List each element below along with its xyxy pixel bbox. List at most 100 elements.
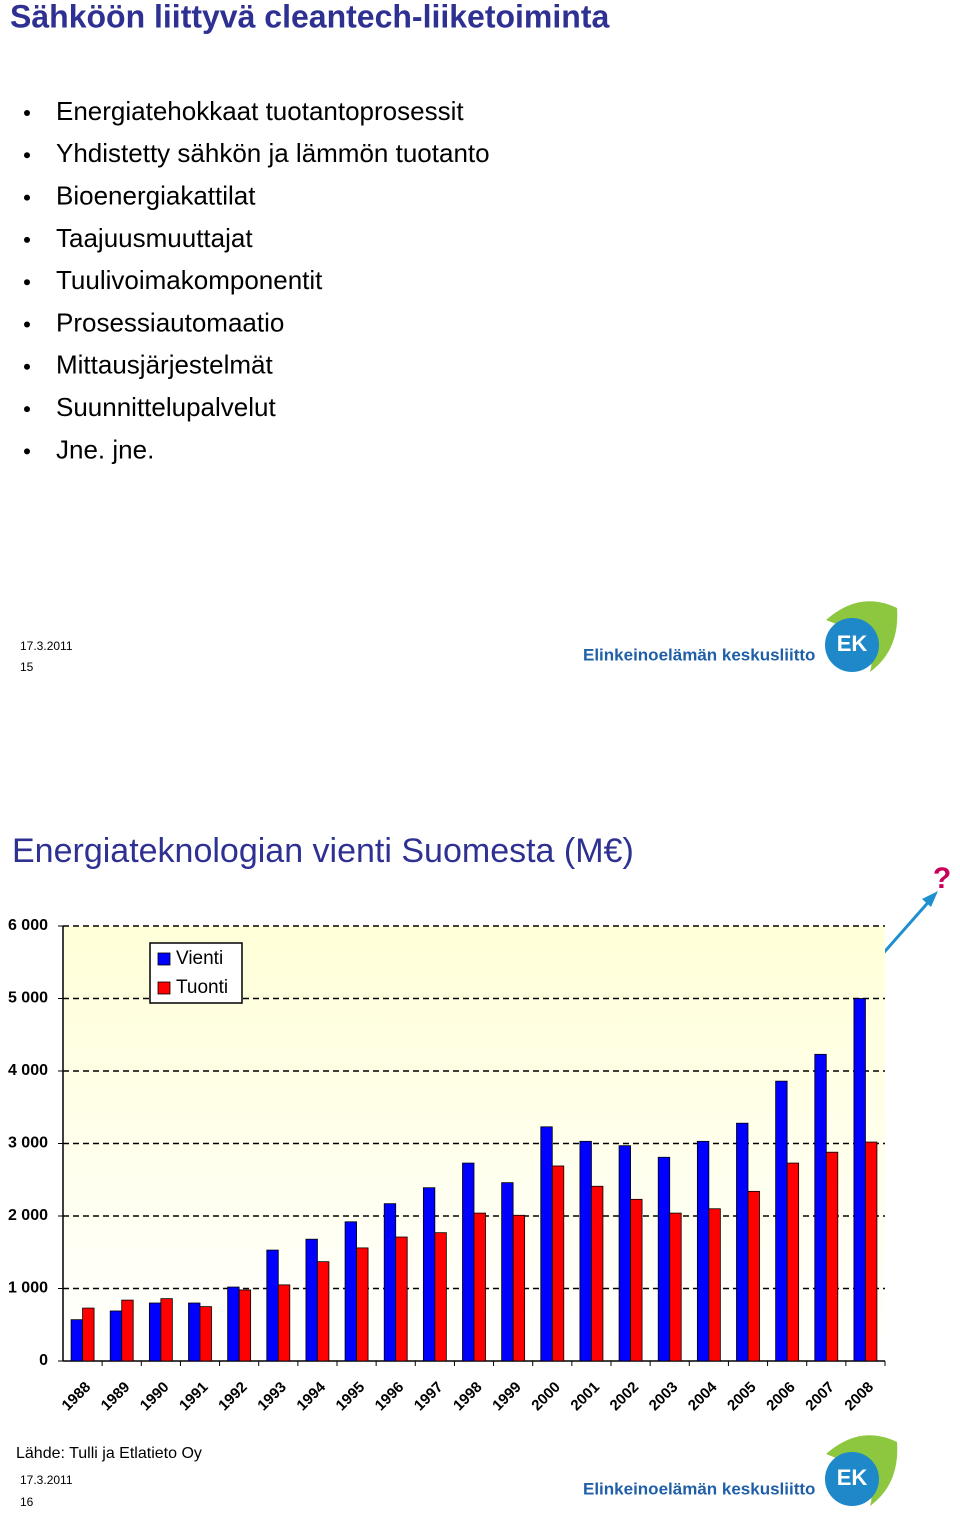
- bar: [344, 1221, 357, 1362]
- y-tick-label: 6 000: [8, 917, 48, 934]
- bar: [227, 1286, 240, 1362]
- bar: [814, 1053, 827, 1362]
- bar: [865, 1141, 878, 1362]
- y-tick-label: 2 000: [8, 1207, 48, 1224]
- y-tick-label: 4 000: [8, 1062, 48, 1079]
- bullet: [24, 110, 30, 116]
- bar: [434, 1232, 447, 1362]
- logo-circle: [825, 1452, 879, 1506]
- bar: [775, 1080, 788, 1362]
- bar: [825, 1151, 839, 1362]
- bullet: [24, 448, 30, 455]
- bar: [551, 1165, 565, 1362]
- logo-circle: [825, 618, 879, 672]
- annotation: ?: [933, 862, 951, 895]
- bar: [736, 1122, 749, 1362]
- date: 17.3.2011: [20, 1473, 73, 1487]
- bullet: [24, 279, 30, 286]
- x-tick-label: 1991: [176, 1379, 212, 1415]
- bullet-text: Energiatehokkaat tuotantoprosessit: [56, 96, 464, 126]
- bullet: [24, 363, 30, 370]
- slide-title: Energiateknologian vienti Suomesta (M€): [12, 832, 634, 870]
- x-tick-label: 1989: [98, 1379, 134, 1415]
- bar: [109, 1310, 123, 1362]
- bullet: [24, 194, 30, 201]
- bullet: [24, 406, 30, 413]
- bar: [786, 1162, 800, 1362]
- y-tick-label: 3 000: [8, 1135, 48, 1152]
- bullet-text: Yhdistetty sähkön ja lämmön tuotanto: [56, 138, 490, 168]
- x-tick-label: 1992: [215, 1379, 251, 1415]
- legend-label: Vienti: [176, 948, 223, 969]
- x-tick-label: 1990: [137, 1379, 173, 1415]
- x-tick-label: 2000: [528, 1379, 564, 1415]
- bar: [188, 1302, 201, 1362]
- bullet-text: Taajuusmuuttajat: [56, 223, 253, 253]
- bar: [395, 1236, 408, 1362]
- bullet: [24, 321, 30, 328]
- bar: [512, 1214, 526, 1362]
- x-tick-label: 2008: [841, 1379, 877, 1415]
- x-tick-label: 1988: [59, 1379, 95, 1415]
- bullet-text: Tuulivoimakomponentit: [56, 265, 323, 295]
- bullet-text: Suunnittelupalvelut: [56, 392, 276, 422]
- bar: [708, 1208, 721, 1362]
- x-tick-label: 2003: [646, 1379, 682, 1415]
- bar: [618, 1145, 631, 1362]
- bar: [669, 1212, 682, 1362]
- bar: [540, 1126, 553, 1362]
- x-tick-label: 2002: [607, 1379, 643, 1415]
- bullet-text: Mittausjärjestelmät: [56, 350, 274, 380]
- bullet-list: Energiatehokkaat tuotantoprosessit Yhdist…: [24, 96, 490, 464]
- logo-mark: EK: [837, 631, 868, 656]
- bar: [591, 1185, 604, 1362]
- bar: [422, 1187, 436, 1362]
- x-tick-label: 2007: [802, 1379, 838, 1415]
- bar: [160, 1298, 173, 1362]
- x-tick-label: 1996: [372, 1379, 408, 1415]
- logo: Elinkeinoelämän keskusliitto EK: [583, 1435, 898, 1506]
- x-tick-label: 2006: [763, 1379, 799, 1415]
- page-number: 16: [20, 1495, 34, 1509]
- source: Lähde: Tulli ja Etlatieto Oy: [16, 1445, 202, 1462]
- bullet: [24, 152, 30, 159]
- bullet: [24, 236, 30, 243]
- date: 17.3.2011: [20, 639, 73, 653]
- y-tick-label: 5 000: [8, 990, 48, 1007]
- bar: [696, 1140, 710, 1362]
- bar: [305, 1238, 318, 1362]
- bar: [199, 1306, 212, 1362]
- x-tick-label: 1995: [333, 1379, 369, 1415]
- bullet-text: Bioenergiakattilat: [56, 180, 256, 210]
- logo-mark: EK: [837, 1465, 868, 1490]
- x-tick-label: 1993: [254, 1379, 290, 1415]
- bar: [747, 1190, 760, 1362]
- x-tick-label: 2005: [724, 1379, 760, 1415]
- x-tick-label: 2004: [685, 1378, 721, 1414]
- page-number: 15: [20, 660, 34, 674]
- logo-text: Elinkeinoelämän keskusliitto: [583, 645, 815, 664]
- bullet-text: Jne. jne.: [56, 434, 154, 464]
- legend-label: Tuonti: [176, 977, 228, 998]
- bar: [657, 1156, 671, 1362]
- arrow-head: [922, 891, 938, 907]
- bar: [238, 1289, 252, 1362]
- bar: [630, 1198, 643, 1362]
- bar: [317, 1261, 330, 1362]
- bullet-text: Prosessiautomaatio: [56, 307, 284, 337]
- x-tick-label: 2001: [567, 1379, 603, 1415]
- y-tick-label: 0: [39, 1352, 48, 1369]
- x-tick-label: 1997: [411, 1379, 447, 1415]
- bar: [383, 1203, 397, 1362]
- bar: [70, 1319, 83, 1362]
- x-tick-label: 1998: [450, 1379, 486, 1415]
- bar: [121, 1299, 134, 1362]
- bar: [82, 1307, 95, 1362]
- bar: [853, 998, 866, 1362]
- bar: [579, 1140, 592, 1362]
- bar: [501, 1182, 514, 1362]
- x-tick-label: 1999: [489, 1379, 525, 1415]
